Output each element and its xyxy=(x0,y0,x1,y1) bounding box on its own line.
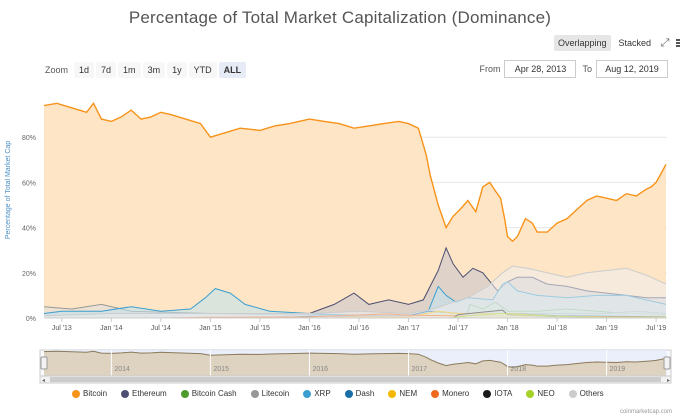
zoom-3m-button[interactable]: 3m xyxy=(142,62,166,78)
legend-dot-icon xyxy=(121,389,130,398)
y-tick-label: 20% xyxy=(22,271,36,278)
series-bitcoin[interactable] xyxy=(43,101,667,318)
y-tick-label: 60% xyxy=(22,180,36,187)
credit: coinmarketcap.com xyxy=(619,409,672,415)
legend-item-bitcoin-cash[interactable]: Bitcoin Cash xyxy=(180,389,237,398)
legend-item-monero[interactable]: Monero xyxy=(431,389,469,398)
zoom-selector: Zoom 1d 7d 1m 3m 1y YTD ALL xyxy=(45,62,248,78)
y-tick-label: 0% xyxy=(26,316,36,323)
legend-item-xrp[interactable]: XRP xyxy=(303,389,331,398)
legend-item-dash[interactable]: Dash xyxy=(344,389,375,398)
zoom-1d-button[interactable]: 1d xyxy=(74,62,95,78)
legend-item-nem[interactable]: NEM xyxy=(388,389,417,398)
legend-dot-icon xyxy=(250,389,259,398)
stacked-button[interactable]: Stacked xyxy=(618,38,652,48)
x-tick-label: Jul '17 xyxy=(448,325,468,332)
view-toggle: Overlapping Stacked ⤢ xyxy=(554,35,680,51)
y-tick-label: 80% xyxy=(22,135,36,142)
others-area xyxy=(44,266,666,318)
menu-icon[interactable] xyxy=(675,37,680,49)
legend-item-bitcoin[interactable]: Bitcoin xyxy=(72,389,107,398)
x-tick-label: Jul '16 xyxy=(349,325,369,332)
x-tick-label: Jul '19 xyxy=(646,325,666,332)
navigator-right-handle[interactable] xyxy=(663,356,671,370)
zoom-7d-button[interactable]: 7d xyxy=(96,62,117,78)
legend-label: Monero xyxy=(442,389,470,398)
legend-dot-icon xyxy=(344,389,353,398)
date-range: From To xyxy=(479,60,668,78)
x-tick-label: Jan '19 xyxy=(595,325,617,332)
legend-item-neo[interactable]: NEO xyxy=(526,389,555,398)
legend-item-ethereum[interactable]: Ethereum xyxy=(121,389,167,398)
overlapping-button[interactable]: Overlapping xyxy=(554,35,611,51)
navigator-tick-label: 2019 xyxy=(610,366,626,373)
legend-item-litecoin[interactable]: Litecoin xyxy=(250,389,290,398)
scroll-left-icon[interactable]: ◂ xyxy=(42,378,45,384)
legend-label: XRP xyxy=(314,389,331,398)
legend-item-iota[interactable]: IOTA xyxy=(483,389,512,398)
x-tick-label: Jul '18 xyxy=(547,325,567,332)
zoom-all-button[interactable]: ALL xyxy=(218,62,247,78)
x-tick-label: Jan '17 xyxy=(397,325,419,332)
navigator-area xyxy=(44,351,667,376)
x-tick-label: Jul '13 xyxy=(52,325,72,332)
others-line xyxy=(43,265,667,317)
zoom-ytd-button[interactable]: YTD xyxy=(188,62,217,78)
legend-dot-icon xyxy=(180,389,189,398)
series-others[interactable] xyxy=(43,265,667,318)
navigator-tick-label: 2014 xyxy=(114,366,130,373)
x-tick-label: Jan '18 xyxy=(496,325,518,332)
x-tick-label: Jan '14 xyxy=(100,325,122,332)
legend-label: Bitcoin xyxy=(83,389,108,398)
legend-dot-icon xyxy=(72,389,80,398)
legend-dot-icon xyxy=(526,389,535,398)
scroll-right-icon[interactable]: ▸ xyxy=(667,378,670,384)
from-label: From xyxy=(479,64,501,74)
legend-dot-icon xyxy=(568,389,577,398)
legend-dot-icon xyxy=(483,389,492,398)
legend-label: Litecoin xyxy=(261,389,290,398)
to-label: To xyxy=(582,64,592,74)
navigator[interactable]: 2014 2015 2016 2017 2018 2019 ◂ ▸ xyxy=(39,349,672,384)
zoom-label: Zoom xyxy=(45,65,69,75)
from-date-input[interactable] xyxy=(504,60,577,78)
navigator-line xyxy=(43,350,667,368)
legend-item-others[interactable]: Others xyxy=(568,389,604,398)
fullscreen-icon[interactable]: ⤢ xyxy=(660,37,670,49)
legend-label: NEO xyxy=(537,389,555,398)
x-tick-label: Jul '15 xyxy=(250,325,270,332)
chart-title: Percentage of Total Market Capitalizatio… xyxy=(128,8,552,27)
y-axis-label: Percentage of Total Market Cap xyxy=(5,141,12,239)
navigator-tick-label: 2018 xyxy=(511,366,527,373)
x-tick-label: Jan '16 xyxy=(298,325,320,332)
zoom-1m-button[interactable]: 1m xyxy=(118,62,141,78)
scrollbar-thumb[interactable] xyxy=(50,377,661,382)
legend-label: NEM xyxy=(399,389,418,398)
navigator-left-handle[interactable] xyxy=(40,356,48,370)
navigator-tick-label: 2015 xyxy=(213,366,229,373)
legend: Bitcoin Ethereum Bitcoin Cash Litecoin XRP Da… xyxy=(72,389,604,398)
legend-label: Ethereum xyxy=(132,389,167,398)
legend-label: Others xyxy=(579,389,604,398)
navigator-tick-label: 2016 xyxy=(312,366,328,373)
navigator-tick-label: 2017 xyxy=(411,366,427,373)
legend-dot-icon xyxy=(303,389,312,398)
legend-label: Bitcoin Cash xyxy=(191,389,237,398)
legend-label: Dash xyxy=(355,389,375,398)
zoom-1y-button[interactable]: 1y xyxy=(167,62,187,78)
x-tick-label: Jul '14 xyxy=(151,325,171,332)
legend-dot-icon xyxy=(431,389,440,398)
legend-dot-icon xyxy=(388,389,397,398)
y-tick-label: 40% xyxy=(22,226,36,233)
bitcoin-area xyxy=(44,103,666,318)
legend-label: IOTA xyxy=(494,389,513,398)
bitcoin-line xyxy=(43,101,667,243)
x-tick-label: Jan '15 xyxy=(199,325,221,332)
to-date-input[interactable] xyxy=(596,60,668,78)
